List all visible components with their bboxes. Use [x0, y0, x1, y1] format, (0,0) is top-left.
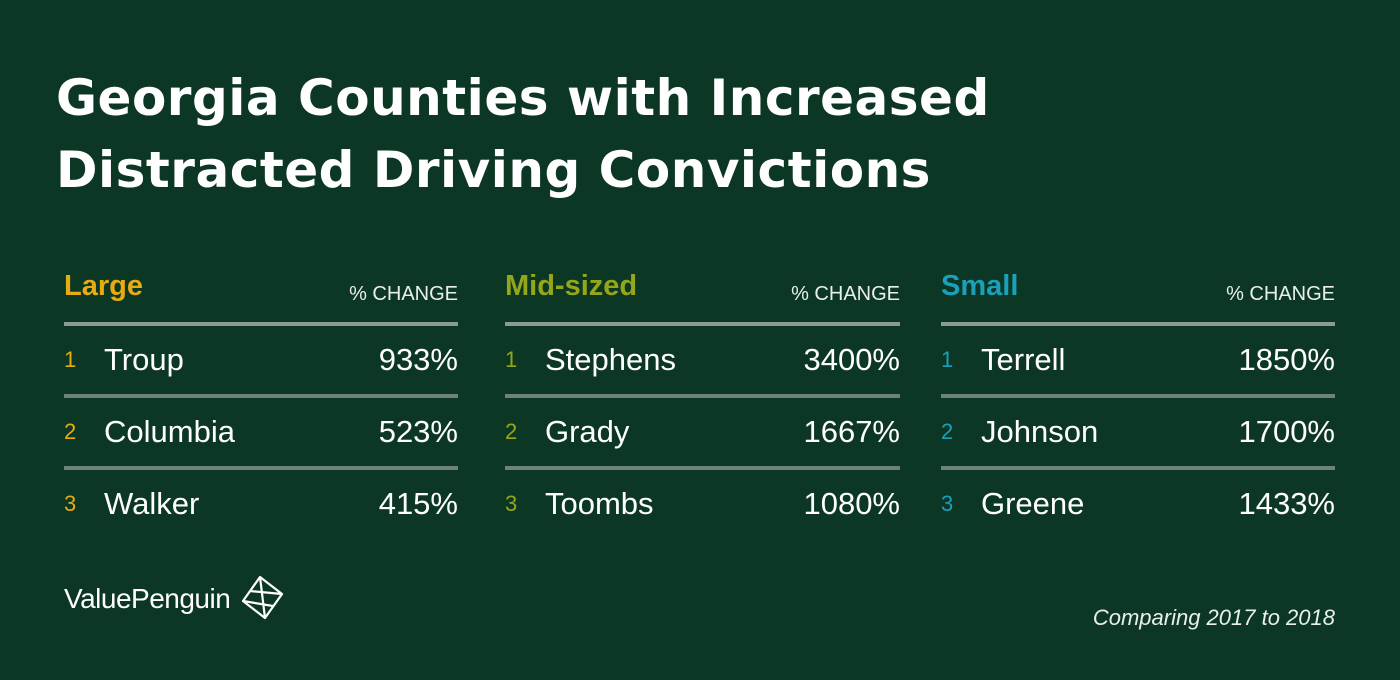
percent-change-value: 1433% — [1238, 486, 1335, 521]
valuepenguin-logo-icon — [242, 575, 284, 620]
percent-change-header: % CHANGE — [791, 283, 900, 305]
table-row: 1 Stephens 3400% — [505, 326, 900, 394]
percent-change-value: 415% — [378, 486, 458, 521]
rank-number: 3 — [941, 491, 954, 516]
brand-logo: ValuePenguin — [64, 572, 286, 626]
percent-change-value: 3400% — [803, 342, 900, 377]
rank-number: 3 — [64, 491, 77, 516]
county-name: Stephens — [545, 342, 676, 377]
percent-change-value: 1700% — [1238, 414, 1335, 449]
table-row: 3 Greene 1433% — [941, 466, 1335, 538]
small-counties-table: Small % CHANGE 1 Terrell 1850% 2 Johnson… — [941, 268, 1335, 538]
large-counties-table: Large % CHANGE 1 Troup 933% 2 Columbia 5… — [64, 268, 458, 538]
county-name: Terrell — [981, 342, 1066, 377]
percent-change-value: 523% — [378, 414, 458, 449]
category-label: Mid-sized — [505, 270, 638, 302]
percent-change-value: 1850% — [1238, 342, 1335, 377]
county-name: Columbia — [104, 414, 235, 449]
percent-change-header: % CHANGE — [349, 283, 458, 305]
percent-change-value: 1080% — [803, 486, 900, 521]
table-row: 3 Toombs 1080% — [505, 466, 900, 538]
table-header: Small % CHANGE — [941, 268, 1335, 326]
title-line-1: Georgia Counties with Increased — [56, 69, 990, 127]
title-line-2: Distracted Driving Convictions — [56, 141, 931, 199]
table-header: Mid-sized % CHANGE — [505, 268, 900, 326]
county-name: Troup — [104, 342, 184, 377]
table-row: 3 Walker 415% — [64, 466, 458, 538]
percent-change-header: % CHANGE — [1226, 283, 1335, 305]
county-name: Greene — [981, 486, 1085, 521]
county-name: Walker — [104, 486, 200, 521]
rank-number: 3 — [505, 491, 518, 516]
table-row: 1 Terrell 1850% — [941, 326, 1335, 394]
rank-number: 2 — [64, 419, 77, 444]
rank-number: 2 — [941, 419, 954, 444]
rank-number: 1 — [941, 347, 954, 372]
table-row: 2 Columbia 523% — [64, 394, 458, 466]
table-row: 1 Troup 933% — [64, 326, 458, 394]
category-label: Large — [64, 270, 143, 302]
chart-title: Georgia Counties with Increased Distract… — [56, 62, 1156, 206]
brand-name: ValuePenguin — [64, 583, 231, 614]
percent-change-value: 933% — [378, 342, 458, 377]
county-name: Johnson — [981, 414, 1099, 449]
comparison-footnote: Comparing 2017 to 2018 — [1092, 605, 1335, 630]
table-row: 2 Grady 1667% — [505, 394, 900, 466]
table-header: Large % CHANGE — [64, 268, 458, 326]
table-row: 2 Johnson 1700% — [941, 394, 1335, 466]
county-name: Grady — [545, 414, 630, 449]
rank-number: 1 — [505, 347, 518, 372]
rank-number: 2 — [505, 419, 518, 444]
mid-sized-counties-table: Mid-sized % CHANGE 1 Stephens 3400% 2 Gr… — [505, 268, 900, 538]
category-label: Small — [941, 270, 1019, 302]
rank-number: 1 — [64, 347, 77, 372]
percent-change-value: 1667% — [803, 414, 900, 449]
county-name: Toombs — [545, 486, 654, 521]
